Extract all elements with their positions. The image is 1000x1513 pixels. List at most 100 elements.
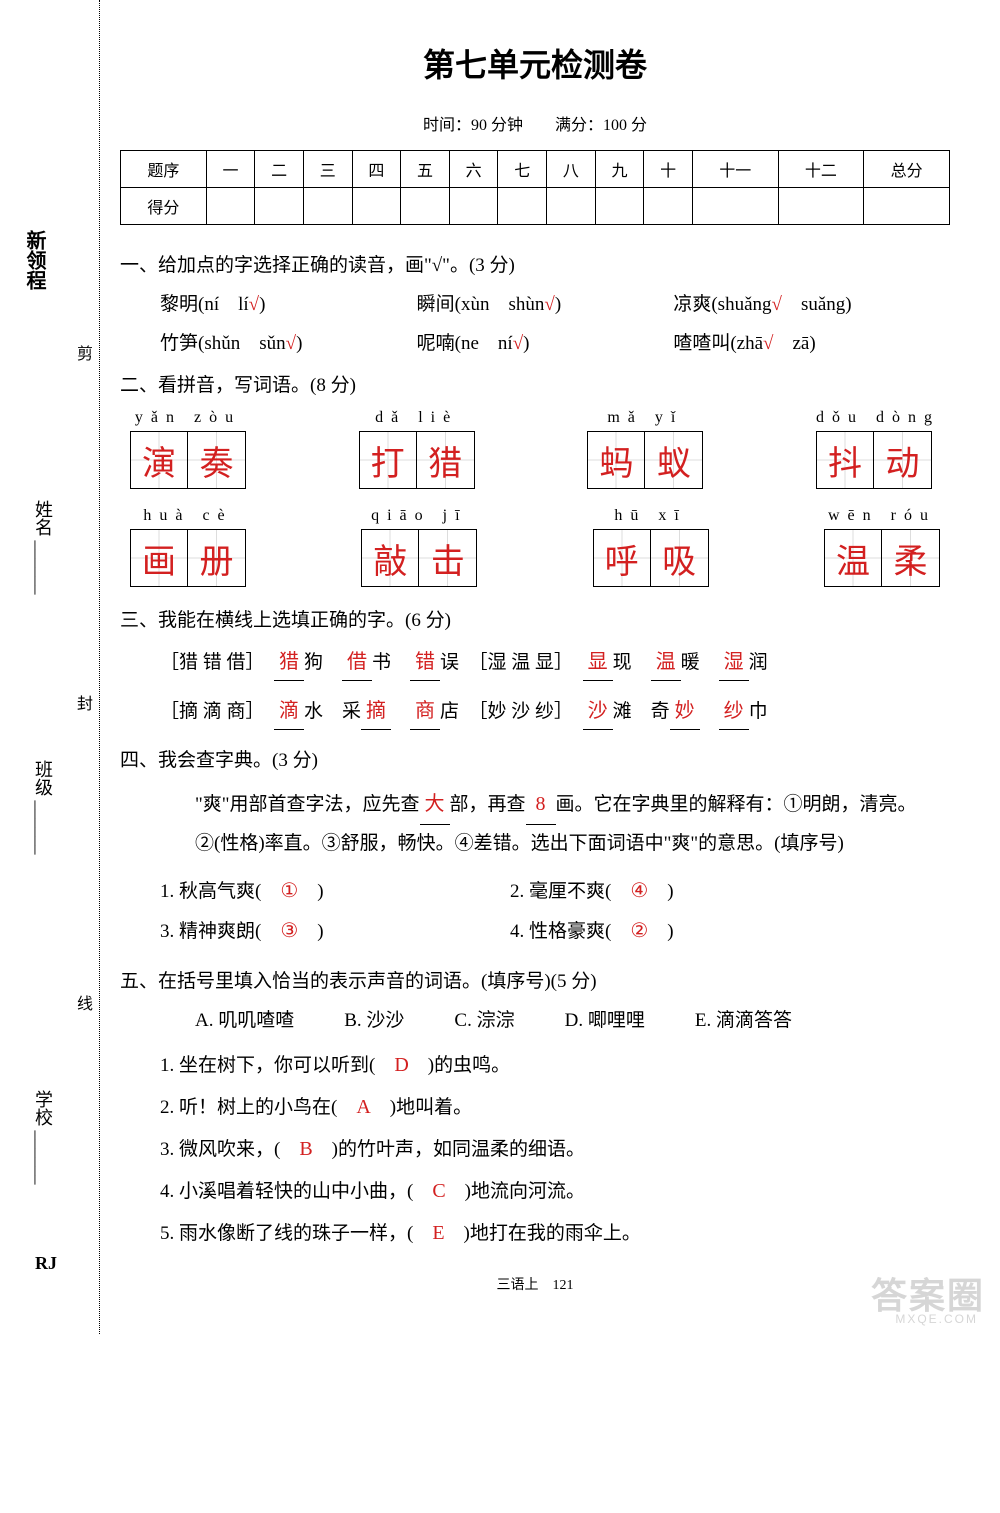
side-name-label: 姓名 ______ — [30, 500, 56, 595]
q2-title: 二、看拼音，写词语。(8 分) — [120, 370, 950, 397]
pinyin-text: dǒu dòng — [816, 409, 940, 427]
brand-label: 新领程 — [20, 230, 49, 290]
q1-item: 凉爽(shuǎng√ suǎng) — [673, 289, 930, 316]
page-subtitle: 时间：90 分钟 满分：100 分 — [120, 111, 950, 135]
rj-label: RJ — [35, 1253, 57, 1274]
char-box: 猎 — [417, 431, 475, 489]
pinyin-box: huà cè 画册 — [130, 507, 246, 587]
score-blank-cell — [692, 188, 778, 225]
char-box: 吸 — [651, 529, 709, 587]
char-box: 册 — [188, 529, 246, 587]
pinyin-text: qiāo jī — [361, 507, 477, 525]
score-header-cell: 题序 — [121, 151, 207, 188]
pinyin-text: hū xī — [593, 507, 709, 525]
q1-row: 竹笋(shǔn sǔn√)呢喃(ne ní√)喳喳叫(zhā√ zā) — [120, 328, 950, 355]
pinyin-box: mǎ yǐ蚂蚁 — [587, 409, 703, 489]
score-blank-cell — [644, 188, 693, 225]
q5-item: 5. 雨水像断了线的珠子一样，( E )地打在我的雨伞上。 — [160, 1212, 950, 1254]
q2-row: huà cè 画册 qiāo jī 敲击 hū xī 呼吸 wēn róu 温柔 — [120, 507, 950, 587]
q5-option: B. 沙沙 — [344, 1005, 404, 1032]
q4-items: 1. 秋高气爽( ① ) 2. 毫厘不爽( ④ ) 3. 精神爽朗( ③ ) 4… — [120, 871, 950, 951]
q1-item: 瞬间(xùn shùn√) — [417, 289, 674, 316]
q3-row: ［猎 错 借］ 猎狗 借书 错误 ［湿 温 显］ 显现 温暖 湿润 — [120, 644, 950, 681]
watermark-sub: MXQE.COM — [895, 1312, 978, 1326]
q5-item: 3. 微风吹来，( B )的竹叶声，如同温柔的细语。 — [160, 1128, 950, 1170]
char-box: 温 — [824, 529, 882, 587]
q5-options: A. 叽叽喳喳B. 沙沙C. 淙淙D. 唧哩哩E. 滴滴答答 — [120, 1005, 950, 1032]
q5-option: D. 唧哩哩 — [565, 1005, 645, 1032]
score-header-cell: 七 — [498, 151, 547, 188]
side-school-label: 学校 ______ — [30, 1090, 56, 1185]
side-margin: 新领程 姓名 ______ 班级 ______ 学校 ______ 剪 封 线 — [0, 0, 100, 1334]
side-line-char: 线 — [77, 990, 93, 1014]
char-box: 呼 — [593, 529, 651, 587]
pinyin-text: mǎ yǐ — [587, 409, 703, 427]
q1-title: 一、给加点的字选择正确的读音，画"√"。(3 分) — [120, 250, 950, 277]
score-blank-cell — [255, 188, 304, 225]
score-header-cell: 四 — [352, 151, 401, 188]
score-header-cell: 十二 — [778, 151, 864, 188]
char-box: 奏 — [188, 431, 246, 489]
q4-ans-strokes: 8 — [526, 784, 556, 825]
side-cut-char: 剪 — [77, 340, 93, 364]
page-footer: 三语上 121 — [120, 1274, 950, 1294]
char-box: 柔 — [882, 529, 940, 587]
char-box: 画 — [130, 529, 188, 587]
score-blank-cell — [449, 188, 498, 225]
q1-item: 喳喳叫(zhā√ zā) — [673, 328, 930, 355]
q4-title: 四、我会查字典。(3 分) — [120, 745, 950, 772]
score-header-cell: 总分 — [864, 151, 950, 188]
q5-item: 4. 小溪唱着轻快的山中小曲，( C )地流向河流。 — [160, 1170, 950, 1212]
pinyin-box: dǎ liè 打猎 — [359, 409, 475, 489]
q1-item: 黎明(ní lí√) — [160, 289, 417, 316]
score-header-cell: 二 — [255, 151, 304, 188]
score-blank-cell — [547, 188, 596, 225]
pinyin-box: dǒu dòng 抖动 — [816, 409, 940, 489]
q5-title: 五、在括号里填入恰当的表示声音的词语。(填序号)(5 分) — [120, 966, 950, 993]
char-box: 动 — [874, 431, 932, 489]
q2-row: yǎn zòu 演奏 dǎ liè 打猎 mǎ yǐ蚂蚁 dǒu dòng 抖动 — [120, 409, 950, 489]
score-blank-cell — [498, 188, 547, 225]
score-header-cell: 三 — [303, 151, 352, 188]
score-header-cell: 十 — [644, 151, 693, 188]
q1-item: 竹笋(shǔn sǔn√) — [160, 328, 417, 355]
score-blank-cell — [206, 188, 255, 225]
pinyin-box: yǎn zòu 演奏 — [130, 409, 246, 489]
page-title: 第七单元检测卷 — [120, 40, 950, 86]
score-table: 题序一二三四五六七八九十十一十二总分 得分 — [120, 150, 950, 225]
char-box: 敲 — [361, 529, 419, 587]
score-header-cell: 五 — [401, 151, 450, 188]
q5-item: 1. 坐在树下，你可以听到( D )的虫鸣。 — [160, 1044, 950, 1086]
q4-content: "爽"用部首查字法，应先查大部，再查8画。它在字典里的解释有：①明朗，清亮。②(… — [120, 784, 950, 863]
score-blank-cell — [778, 188, 864, 225]
char-box: 演 — [130, 431, 188, 489]
side-seal-char: 封 — [77, 690, 93, 714]
pinyin-text: yǎn zòu — [130, 409, 246, 427]
pinyin-text: wēn róu — [824, 507, 940, 525]
score-header-cell: 一 — [206, 151, 255, 188]
q5-item: 2. 听！树上的小鸟在( A )地叫着。 — [160, 1086, 950, 1128]
q1-item: 呢喃(ne ní√) — [417, 328, 674, 355]
pinyin-box: wēn róu 温柔 — [824, 507, 940, 587]
score-blank-cell — [595, 188, 644, 225]
q5-option: C. 淙淙 — [454, 1005, 514, 1032]
side-class-label: 班级 ______ — [30, 760, 56, 855]
score-blank-cell — [401, 188, 450, 225]
score-header-cell: 九 — [595, 151, 644, 188]
score-header-cell: 六 — [449, 151, 498, 188]
q5-items: 1. 坐在树下，你可以听到( D )的虫鸣。2. 听！树上的小鸟在( A )地叫… — [120, 1044, 950, 1254]
char-box: 抖 — [816, 431, 874, 489]
char-box: 打 — [359, 431, 417, 489]
pinyin-box: qiāo jī 敲击 — [361, 507, 477, 587]
q5-option: A. 叽叽喳喳 — [195, 1005, 294, 1032]
pinyin-text: huà cè — [130, 507, 246, 525]
pinyin-text: dǎ liè — [359, 409, 475, 427]
q3-title: 三、我能在横线上选填正确的字。(6 分) — [120, 605, 950, 632]
char-box: 击 — [419, 529, 477, 587]
score-header-cell: 十一 — [692, 151, 778, 188]
q3-row: ［摘 滴 商］ 滴水 采摘 商店 ［妙 沙 纱］ 沙滩 奇妙 纱巾 — [120, 693, 950, 730]
score-blank-cell: 得分 — [121, 188, 207, 225]
score-blank-cell — [303, 188, 352, 225]
score-blank-cell — [864, 188, 950, 225]
q4-ans-radical: 大 — [420, 784, 450, 825]
